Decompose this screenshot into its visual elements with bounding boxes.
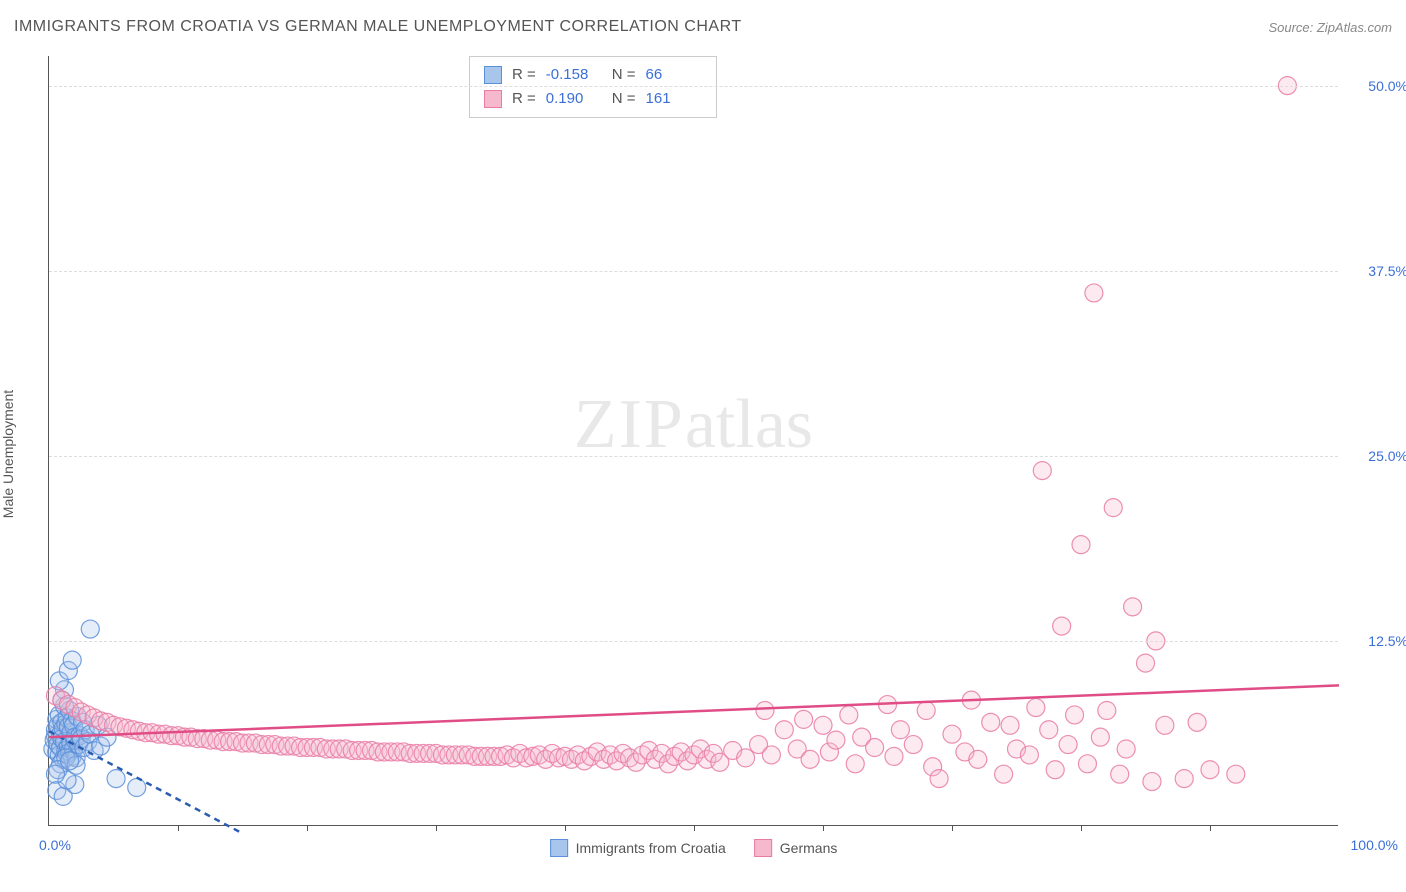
r-value-series1: -0.158 [546,63,602,87]
data-point [107,770,125,788]
x-tick [952,825,953,831]
data-point [1201,761,1219,779]
x-axis-min-label: 0.0% [39,837,71,853]
n-value-series1: 66 [646,63,702,87]
data-point [756,702,774,720]
data-point [917,702,935,720]
data-point [1175,770,1193,788]
stats-row-series1: R = -0.158 N = 66 [484,63,702,87]
data-point [1156,716,1174,734]
legend-swatch-series2 [754,839,772,857]
correlation-stats-box: R = -0.158 N = 66 R = 0.190 N = 161 [469,56,717,118]
data-point [81,620,99,638]
y-gridline [49,641,1338,642]
data-point [775,721,793,739]
data-point [801,750,819,768]
data-point [995,765,1013,783]
data-point [840,706,858,724]
legend-label-series1: Immigrants from Croatia [576,840,726,856]
data-point [846,755,864,773]
x-tick [694,825,695,831]
data-point [1053,617,1071,635]
data-point [1059,736,1077,754]
y-tick-label: 25.0% [1368,448,1406,464]
data-point [1137,654,1155,672]
chart-title: IMMIGRANTS FROM CROATIA VS GERMAN MALE U… [14,18,742,36]
swatch-series2 [484,90,502,108]
data-point [762,746,780,764]
data-point [969,750,987,768]
bottom-legend: Immigrants from Croatia Germans [550,839,838,857]
x-tick [436,825,437,831]
data-point [827,731,845,749]
scatter-svg [49,56,1338,825]
data-point [1117,740,1135,758]
data-point [1066,706,1084,724]
data-point [1040,721,1058,739]
trendline [49,685,1339,737]
data-point [737,749,755,767]
data-point [885,747,903,765]
data-point [1046,761,1064,779]
x-tick [178,825,179,831]
data-point [904,736,922,754]
legend-item-series2: Germans [754,839,838,857]
swatch-series1 [484,66,502,84]
data-point [982,713,1000,731]
legend-label-series2: Germans [780,840,838,856]
y-gridline [49,271,1338,272]
chart-header: IMMIGRANTS FROM CROATIA VS GERMAN MALE U… [14,18,1392,36]
data-point [46,765,64,783]
legend-item-series1: Immigrants from Croatia [550,839,726,857]
data-point [943,725,961,743]
y-gridline [49,456,1338,457]
r-value-series2: 0.190 [546,87,602,111]
x-axis-max-label: 100.0% [1351,837,1398,853]
data-point [1104,499,1122,517]
x-tick [1210,825,1211,831]
x-tick [307,825,308,831]
x-tick [565,825,566,831]
data-point [1033,462,1051,480]
source-attribution: Source: ZipAtlas.com [1268,20,1392,35]
stats-row-series2: R = 0.190 N = 161 [484,87,702,111]
data-point [1072,536,1090,554]
legend-swatch-series1 [550,839,568,857]
data-point [1078,755,1096,773]
data-point [1098,702,1116,720]
data-point [1111,765,1129,783]
x-tick [1081,825,1082,831]
data-point [814,716,832,734]
data-point [1085,284,1103,302]
data-point [63,651,81,669]
data-point [1020,746,1038,764]
data-point [1027,699,1045,717]
data-point [1091,728,1109,746]
y-tick-label: 12.5% [1368,633,1406,649]
data-point [1188,713,1206,731]
y-tick-label: 37.5% [1368,263,1406,279]
x-tick [823,825,824,831]
data-point [61,752,79,770]
data-point [866,739,884,757]
data-point [930,770,948,788]
y-gridline [49,86,1338,87]
data-point [795,710,813,728]
y-tick-label: 50.0% [1368,78,1406,94]
data-point [128,779,146,797]
data-point [1001,716,1019,734]
chart-plot-area: ZIPatlas R = -0.158 N = 66 R = 0.190 N =… [48,56,1338,826]
n-value-series2: 161 [646,87,702,111]
y-axis-label: Male Unemployment [0,390,16,518]
data-point [891,721,909,739]
data-point [1227,765,1245,783]
data-point [1124,598,1142,616]
data-point [1143,773,1161,791]
